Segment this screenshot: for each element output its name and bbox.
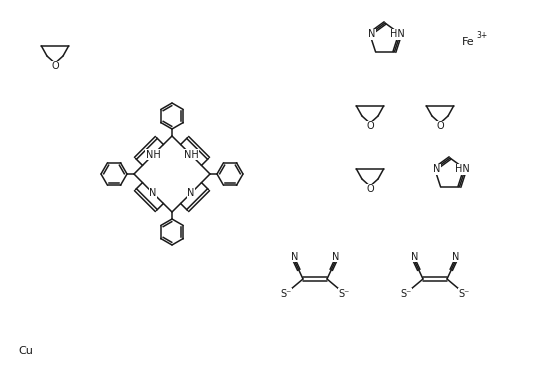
Text: O: O [366, 184, 374, 194]
Text: O: O [366, 121, 374, 131]
Text: N: N [452, 252, 459, 262]
Text: S⁻: S⁻ [338, 288, 349, 299]
Text: O: O [51, 61, 59, 71]
Text: N: N [187, 188, 195, 198]
Text: N: N [332, 252, 339, 262]
Text: Cu: Cu [18, 346, 33, 356]
Text: O: O [436, 121, 444, 131]
Text: N: N [433, 164, 441, 174]
Text: 3+: 3+ [476, 30, 487, 39]
Text: HN: HN [390, 29, 405, 39]
Text: S⁻: S⁻ [280, 288, 292, 299]
Text: N: N [368, 29, 375, 39]
Text: N: N [149, 188, 156, 198]
Text: NH: NH [145, 150, 160, 160]
Text: S⁻: S⁻ [458, 288, 469, 299]
Text: HN: HN [455, 164, 469, 174]
Text: N: N [291, 252, 298, 262]
Text: Fe: Fe [462, 37, 474, 47]
Text: S⁻: S⁻ [400, 288, 412, 299]
Text: N: N [411, 252, 418, 262]
Text: NH: NH [184, 150, 199, 160]
